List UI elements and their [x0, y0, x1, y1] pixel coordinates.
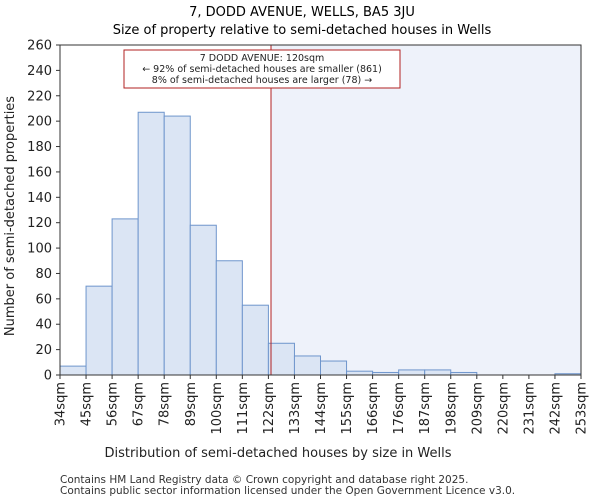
annotation-line-3: 8% of semi-detached houses are larger (7… — [152, 75, 372, 86]
bar-122sqm — [267, 342, 295, 376]
bar-187sqm — [424, 369, 452, 376]
y-axis-ticks: 0 20 40 60 80 100 120 140 160 180 200 220 240 260 — [27, 39, 60, 384]
x-tick-label-176sqm: 176sqm — [392, 382, 407, 435]
x-axis-ticks: 34sqm 45sqm 56sqm 67sqm 78sqm 89sqm 100sqm 111s… — [54, 375, 590, 435]
x-tick-label-78sqm: 78sqm — [158, 382, 173, 426]
x-tick-label-155sqm: 155sqm — [340, 382, 355, 435]
y-tick-label: 140 — [27, 191, 52, 206]
bar-133sqm — [293, 355, 322, 376]
y-tick-label: 80 — [35, 267, 52, 282]
y-tick-label: 60 — [35, 292, 52, 307]
footer-line-2: Contains public sector information licen… — [60, 485, 515, 497]
x-tick-label-209sqm: 209sqm — [470, 382, 485, 435]
x-tick-label-122sqm: 122sqm — [262, 382, 277, 435]
y-tick-label: 260 — [27, 39, 52, 54]
x-tick-label-67sqm: 67sqm — [132, 382, 147, 426]
bar-144sqm — [320, 360, 348, 376]
plot-frame — [59, 44, 582, 376]
chart-title: 7, DODD AVENUE, WELLS, BA5 3JU — [189, 5, 415, 20]
x-tick-label-242sqm: 242sqm — [548, 382, 563, 435]
y-tick-label: 180 — [27, 140, 52, 155]
x-tick-label-100sqm: 100sqm — [210, 382, 225, 435]
x-axis-label: Distribution of semi-detached houses by … — [104, 446, 451, 461]
y-tick-label: 0 — [44, 369, 52, 384]
bar-78sqm — [163, 115, 191, 376]
bar-89sqm — [189, 224, 217, 376]
y-axis-label: Number of semi-detached properties — [3, 96, 18, 336]
x-tick-label-144sqm: 144sqm — [314, 382, 329, 435]
y-tick-label: 200 — [27, 115, 52, 130]
y-tick-label: 160 — [27, 165, 52, 180]
x-tick-label-45sqm: 45sqm — [80, 382, 95, 426]
annotation-line-1: 7 DODD AVENUE: 120sqm — [200, 53, 325, 64]
footer-line-1: Contains HM Land Registry data © Crown c… — [60, 474, 468, 486]
y-tick-label: 100 — [27, 242, 52, 257]
y-tick-label: 120 — [27, 216, 52, 231]
bars-group — [59, 111, 582, 376]
x-tick-label-166sqm: 166sqm — [366, 382, 381, 435]
x-tick-label-198sqm: 198sqm — [444, 382, 459, 435]
bar-100sqm — [215, 260, 243, 376]
annotation-line-2: ← 92% of semi-detached houses are smalle… — [142, 64, 382, 75]
x-tick-label-56sqm: 56sqm — [106, 382, 121, 426]
y-tick-label: 40 — [35, 318, 52, 333]
y-tick-label: 240 — [27, 64, 52, 79]
x-tick-label-220sqm: 220sqm — [496, 382, 511, 435]
bar-155sqm — [346, 370, 374, 376]
y-tick-label: 20 — [35, 343, 52, 358]
x-tick-label-111sqm: 111sqm — [236, 382, 251, 435]
bar-45sqm — [85, 285, 113, 376]
bar-111sqm — [241, 304, 269, 376]
bar-67sqm — [137, 111, 165, 376]
chart-subtitle: Size of property relative to semi-detach… — [113, 23, 492, 38]
x-tick-label-231sqm: 231sqm — [522, 382, 537, 435]
annotation-box: 7 DODD AVENUE: 120sqm ← 92% of semi-deta… — [123, 49, 401, 89]
bar-56sqm — [111, 218, 139, 376]
bar-176sqm — [398, 369, 426, 376]
x-tick-label-34sqm: 34sqm — [54, 382, 69, 426]
x-tick-label-133sqm: 133sqm — [288, 382, 303, 435]
highlight-region — [271, 45, 581, 375]
x-tick-label-89sqm: 89sqm — [184, 382, 199, 426]
y-tick-label: 220 — [27, 89, 52, 104]
x-tick-label-253sqm: 253sqm — [575, 382, 590, 435]
bar-34sqm — [59, 365, 87, 376]
x-tick-label-187sqm: 187sqm — [418, 382, 433, 435]
